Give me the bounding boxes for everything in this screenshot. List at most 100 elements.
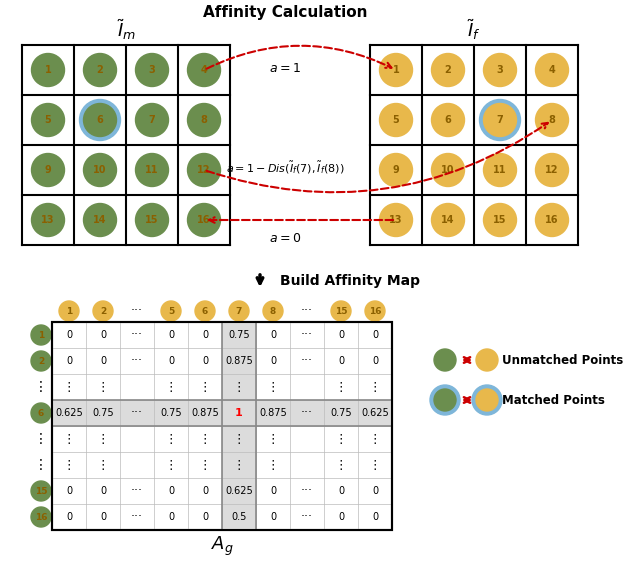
- Text: 0: 0: [338, 512, 344, 522]
- Text: 5: 5: [45, 115, 51, 125]
- Text: 11: 11: [145, 165, 159, 175]
- Circle shape: [431, 53, 465, 87]
- Circle shape: [483, 203, 516, 237]
- Text: ⋮: ⋮: [233, 459, 245, 472]
- Text: ⋮: ⋮: [97, 459, 109, 472]
- Circle shape: [31, 103, 65, 137]
- Text: ···: ···: [131, 510, 143, 523]
- Text: ⋮: ⋮: [233, 380, 245, 393]
- Circle shape: [161, 301, 181, 321]
- Text: 0.75: 0.75: [160, 408, 182, 418]
- Text: 15: 15: [35, 487, 47, 496]
- Text: 8: 8: [200, 115, 207, 125]
- Text: ···: ···: [131, 329, 143, 342]
- Circle shape: [188, 53, 221, 87]
- Bar: [222, 322, 256, 530]
- Text: ···: ···: [131, 406, 143, 419]
- Circle shape: [536, 203, 568, 237]
- Text: 9: 9: [392, 165, 399, 175]
- Circle shape: [188, 103, 221, 137]
- Text: 13: 13: [389, 215, 403, 225]
- Text: 0.625: 0.625: [225, 486, 253, 496]
- Circle shape: [536, 103, 568, 137]
- Circle shape: [136, 103, 168, 137]
- Text: 0: 0: [66, 512, 72, 522]
- Text: ⋮: ⋮: [34, 380, 48, 394]
- Text: 0.875: 0.875: [225, 356, 253, 366]
- Text: Affinity Calculation: Affinity Calculation: [203, 6, 367, 20]
- Text: ···: ···: [301, 329, 313, 342]
- Text: 1: 1: [66, 306, 72, 315]
- Circle shape: [380, 53, 413, 87]
- Text: 6: 6: [38, 409, 44, 418]
- Circle shape: [229, 301, 249, 321]
- Text: ⋮: ⋮: [335, 380, 348, 393]
- Text: 1: 1: [392, 65, 399, 75]
- Circle shape: [188, 203, 221, 237]
- Circle shape: [136, 203, 168, 237]
- Circle shape: [331, 301, 351, 321]
- Text: 0: 0: [66, 486, 72, 496]
- Circle shape: [93, 301, 113, 321]
- Text: ···: ···: [131, 305, 143, 318]
- Circle shape: [136, 153, 168, 187]
- Text: 0: 0: [270, 512, 276, 522]
- Circle shape: [483, 53, 516, 87]
- Text: ⋮: ⋮: [164, 433, 177, 446]
- Text: 6: 6: [97, 115, 104, 125]
- Text: 4: 4: [548, 65, 556, 75]
- Text: ⋮: ⋮: [267, 380, 279, 393]
- Text: ⋮: ⋮: [164, 459, 177, 472]
- Text: 1: 1: [38, 330, 44, 339]
- Text: 6: 6: [445, 115, 451, 125]
- Text: 0: 0: [202, 512, 208, 522]
- Circle shape: [188, 153, 221, 187]
- Text: $\tilde{I}_m$: $\tilde{I}_m$: [116, 18, 136, 42]
- Text: ···: ···: [131, 484, 143, 497]
- Text: ⋮: ⋮: [164, 380, 177, 393]
- Text: 3: 3: [497, 65, 504, 75]
- Text: 0: 0: [202, 356, 208, 366]
- Text: ···: ···: [301, 305, 313, 318]
- Text: 9: 9: [45, 165, 51, 175]
- Text: ⋮: ⋮: [233, 433, 245, 446]
- Circle shape: [31, 481, 51, 501]
- Text: 0.5: 0.5: [231, 512, 246, 522]
- Text: 0: 0: [100, 356, 106, 366]
- Text: Unmatched Points: Unmatched Points: [502, 353, 623, 366]
- Circle shape: [365, 301, 385, 321]
- Text: 13: 13: [41, 215, 55, 225]
- Circle shape: [476, 389, 498, 411]
- Text: 12: 12: [197, 165, 211, 175]
- Text: 0: 0: [270, 330, 276, 340]
- Text: 0: 0: [66, 356, 72, 366]
- Text: 2: 2: [100, 306, 106, 315]
- Text: 5: 5: [168, 306, 174, 315]
- Circle shape: [31, 507, 51, 527]
- Text: ⋮: ⋮: [34, 432, 48, 446]
- Circle shape: [380, 153, 413, 187]
- Text: 5: 5: [392, 115, 399, 125]
- Text: 0.875: 0.875: [191, 408, 219, 418]
- Text: $\tilde{I}_f$: $\tilde{I}_f$: [467, 18, 481, 42]
- Text: 0: 0: [168, 512, 174, 522]
- Circle shape: [31, 203, 65, 237]
- Circle shape: [83, 153, 116, 187]
- Text: 1: 1: [45, 65, 51, 75]
- Text: 15: 15: [145, 215, 159, 225]
- Circle shape: [380, 103, 413, 137]
- Text: ⋮: ⋮: [63, 459, 76, 472]
- Text: 0: 0: [372, 486, 378, 496]
- Text: 0: 0: [270, 356, 276, 366]
- Text: 0: 0: [100, 330, 106, 340]
- Text: 0.75: 0.75: [92, 408, 114, 418]
- Text: 8: 8: [548, 115, 556, 125]
- Text: 2: 2: [38, 356, 44, 365]
- Circle shape: [434, 349, 456, 371]
- Circle shape: [83, 103, 116, 137]
- Text: 8: 8: [270, 306, 276, 315]
- Circle shape: [59, 301, 79, 321]
- Text: ···: ···: [131, 355, 143, 368]
- Text: ⋮: ⋮: [369, 433, 381, 446]
- Circle shape: [434, 389, 456, 411]
